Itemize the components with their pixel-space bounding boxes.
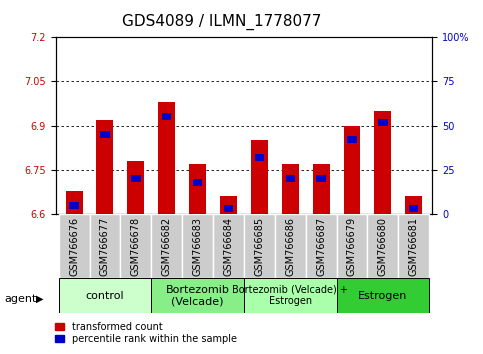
Bar xyxy=(151,278,244,313)
Bar xyxy=(182,214,213,278)
Bar xyxy=(275,214,306,278)
Text: GDS4089 / ILMN_1778077: GDS4089 / ILMN_1778077 xyxy=(123,14,322,30)
Text: GSM766681: GSM766681 xyxy=(409,217,419,275)
Text: GSM766685: GSM766685 xyxy=(255,216,264,276)
Bar xyxy=(224,205,233,212)
Bar xyxy=(58,214,89,278)
Text: GSM766684: GSM766684 xyxy=(224,217,233,275)
Bar xyxy=(313,164,329,214)
Bar xyxy=(213,214,244,278)
Bar xyxy=(131,175,141,182)
Text: GSM766682: GSM766682 xyxy=(162,216,172,276)
Bar xyxy=(347,136,356,143)
Text: control: control xyxy=(85,291,124,301)
Bar xyxy=(158,102,175,214)
Bar xyxy=(337,214,368,278)
Bar xyxy=(306,214,337,278)
Bar xyxy=(220,196,237,214)
Bar xyxy=(58,278,151,313)
Bar xyxy=(316,175,326,182)
Bar xyxy=(282,164,298,214)
Text: Bortezomib (Velcade) +
Estrogen: Bortezomib (Velcade) + Estrogen xyxy=(232,285,348,307)
Bar xyxy=(368,214,398,278)
Bar xyxy=(374,111,391,214)
Bar xyxy=(244,214,275,278)
Bar xyxy=(189,164,206,214)
Text: GSM766686: GSM766686 xyxy=(285,217,295,275)
Legend: transformed count, percentile rank within the sample: transformed count, percentile rank withi… xyxy=(53,320,239,346)
Text: ▶: ▶ xyxy=(36,294,44,304)
Bar xyxy=(97,120,114,214)
Bar xyxy=(100,131,110,138)
Text: GSM766687: GSM766687 xyxy=(316,216,326,276)
Text: Estrogen: Estrogen xyxy=(358,291,408,301)
Bar xyxy=(89,214,120,278)
Bar xyxy=(255,154,264,161)
Bar xyxy=(378,119,387,126)
Text: Bortezomib
(Velcade): Bortezomib (Velcade) xyxy=(166,285,229,307)
Bar xyxy=(405,196,422,214)
Bar xyxy=(70,202,79,209)
Bar xyxy=(120,214,151,278)
Bar xyxy=(337,278,429,313)
Bar xyxy=(244,278,337,313)
Text: GSM766676: GSM766676 xyxy=(69,216,79,276)
Bar xyxy=(343,126,360,214)
Bar xyxy=(66,190,83,214)
Text: GSM766677: GSM766677 xyxy=(100,216,110,276)
Bar xyxy=(162,113,171,120)
Text: GSM766680: GSM766680 xyxy=(378,217,388,275)
Bar xyxy=(193,179,202,186)
Bar xyxy=(151,214,182,278)
Bar xyxy=(251,141,268,214)
Bar xyxy=(128,161,144,214)
Text: GSM766683: GSM766683 xyxy=(193,217,202,275)
Bar xyxy=(398,214,429,278)
Text: GSM766679: GSM766679 xyxy=(347,216,357,276)
Text: GSM766678: GSM766678 xyxy=(131,216,141,276)
Text: agent: agent xyxy=(5,294,37,304)
Bar xyxy=(409,205,418,212)
Bar xyxy=(285,175,295,182)
